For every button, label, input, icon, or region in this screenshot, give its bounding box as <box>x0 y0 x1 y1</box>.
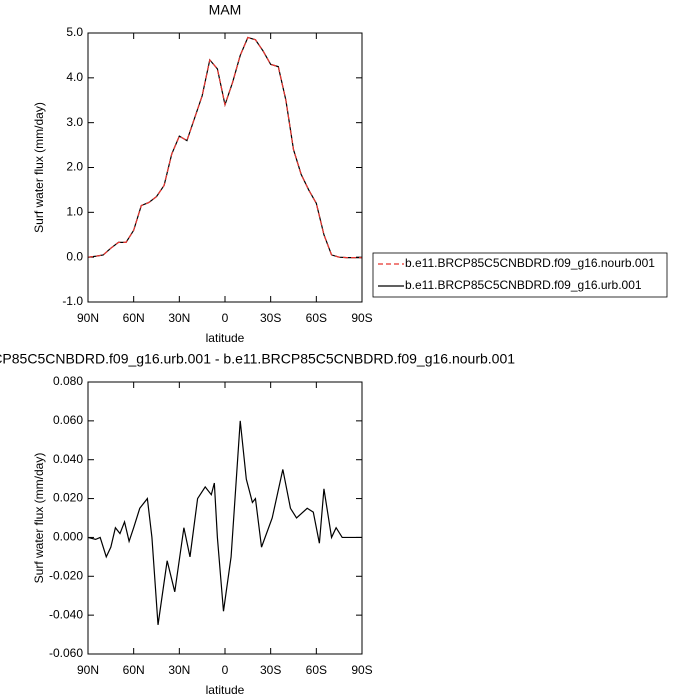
plot-frame <box>87 381 363 655</box>
x-tick-label: 30S <box>260 663 281 677</box>
data-line <box>87 420 362 625</box>
x-tick-label: 90N <box>77 311 99 325</box>
chart-title: b.e11.BRCP85C5CNBDRD.f09_g16.urb.001 - b… <box>0 351 515 367</box>
x-axis-label: latitude <box>206 331 245 345</box>
x-tick-label: 60N <box>123 663 145 677</box>
x-tick-label: 30N <box>168 311 190 325</box>
x-tick-label: 90S <box>351 663 372 677</box>
y-tick-label: 1.0 <box>66 205 83 219</box>
y-tick-label: -0.060 <box>49 646 83 660</box>
x-tick-label: 60N <box>123 311 145 325</box>
x-axis-label: latitude <box>206 683 245 697</box>
y-axis-label: Surf water flux (mm/day) <box>32 453 46 584</box>
y-tick-label: 0.060 <box>53 413 83 427</box>
y-tick-label: -1.0 <box>62 294 83 308</box>
x-tick-label: 0 <box>222 663 229 677</box>
chart-title: MAM <box>209 2 242 18</box>
x-tick-label: 60S <box>306 311 327 325</box>
y-tick-label: -0.040 <box>49 607 83 621</box>
y-tick-label: -0.020 <box>49 568 83 582</box>
x-tick-label: 30S <box>260 311 281 325</box>
x-tick-label: 30N <box>168 663 190 677</box>
y-tick-label: 3.0 <box>66 115 83 129</box>
y-tick-label: 0.000 <box>53 530 83 544</box>
y-axis-label: Surf water flux (mm/day) <box>32 102 46 233</box>
data-line <box>87 36 362 259</box>
x-tick-label: 90S <box>351 311 372 325</box>
y-tick-label: 5.0 <box>66 25 83 39</box>
y-tick-label: 2.0 <box>66 160 83 174</box>
x-tick-label: 90N <box>77 663 99 677</box>
x-tick-label: 60S <box>306 663 327 677</box>
y-tick-label: 0.0 <box>66 249 83 263</box>
y-tick-label: 4.0 <box>66 70 83 84</box>
y-tick-label: 0.020 <box>53 491 83 505</box>
legend-label: b.e11.BRCP85C5CNBDRD.f09_g16.urb.001 <box>405 278 642 292</box>
legend-label: b.e11.BRCP85C5CNBDRD.f09_g16.nourb.001 <box>405 256 655 270</box>
plot-frame <box>87 32 363 303</box>
x-tick-label: 0 <box>222 311 229 325</box>
y-tick-label: 0.080 <box>53 374 83 388</box>
y-tick-label: 0.040 <box>53 452 83 466</box>
legend-box <box>372 252 668 298</box>
